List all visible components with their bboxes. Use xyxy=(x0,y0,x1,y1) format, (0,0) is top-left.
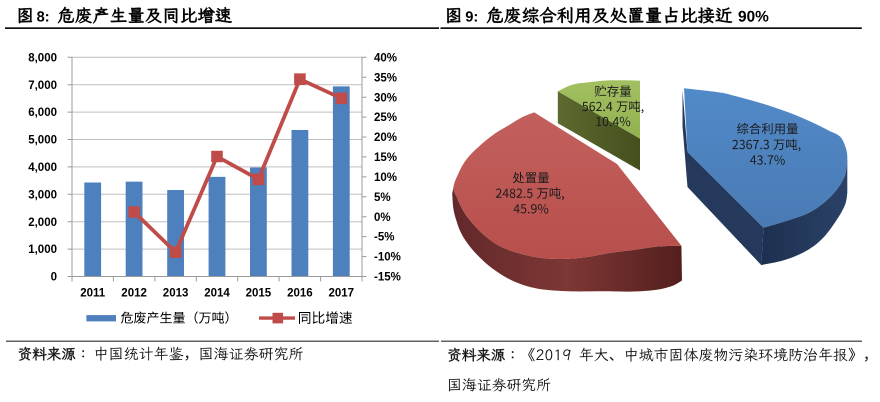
svg-text:2016: 2016 xyxy=(287,287,313,299)
svg-text:5,000: 5,000 xyxy=(28,135,57,147)
svg-text:1,000: 1,000 xyxy=(28,244,57,256)
svg-text:30%: 30% xyxy=(374,92,397,104)
svg-text:6,000: 6,000 xyxy=(28,107,57,119)
svg-text:3,000: 3,000 xyxy=(28,189,57,201)
svg-text:15%: 15% xyxy=(374,152,397,164)
svg-text:0%: 0% xyxy=(374,212,391,224)
svg-text:-5%: -5% xyxy=(374,232,394,244)
svg-text:40%: 40% xyxy=(374,52,397,64)
svg-text:-15%: -15% xyxy=(374,272,401,284)
svg-text:20%: 20% xyxy=(374,132,397,144)
svg-text:2014: 2014 xyxy=(204,287,230,299)
svg-text:4,000: 4,000 xyxy=(28,162,57,174)
svg-text:2,000: 2,000 xyxy=(28,217,57,229)
svg-text:2015: 2015 xyxy=(246,287,272,299)
svg-text:2011: 2011 xyxy=(80,287,106,299)
svg-text:8,000: 8,000 xyxy=(28,52,57,64)
svg-text:0: 0 xyxy=(51,272,57,284)
svg-text:35%: 35% xyxy=(374,72,397,84)
svg-text:5%: 5% xyxy=(374,192,391,204)
svg-text:-10%: -10% xyxy=(374,252,401,264)
svg-text:2013: 2013 xyxy=(163,287,189,299)
svg-text:10%: 10% xyxy=(374,172,397,184)
svg-text:2017: 2017 xyxy=(329,287,355,299)
svg-text:7,000: 7,000 xyxy=(28,80,57,92)
svg-text:25%: 25% xyxy=(374,112,397,124)
svg-text:2012: 2012 xyxy=(121,287,147,299)
